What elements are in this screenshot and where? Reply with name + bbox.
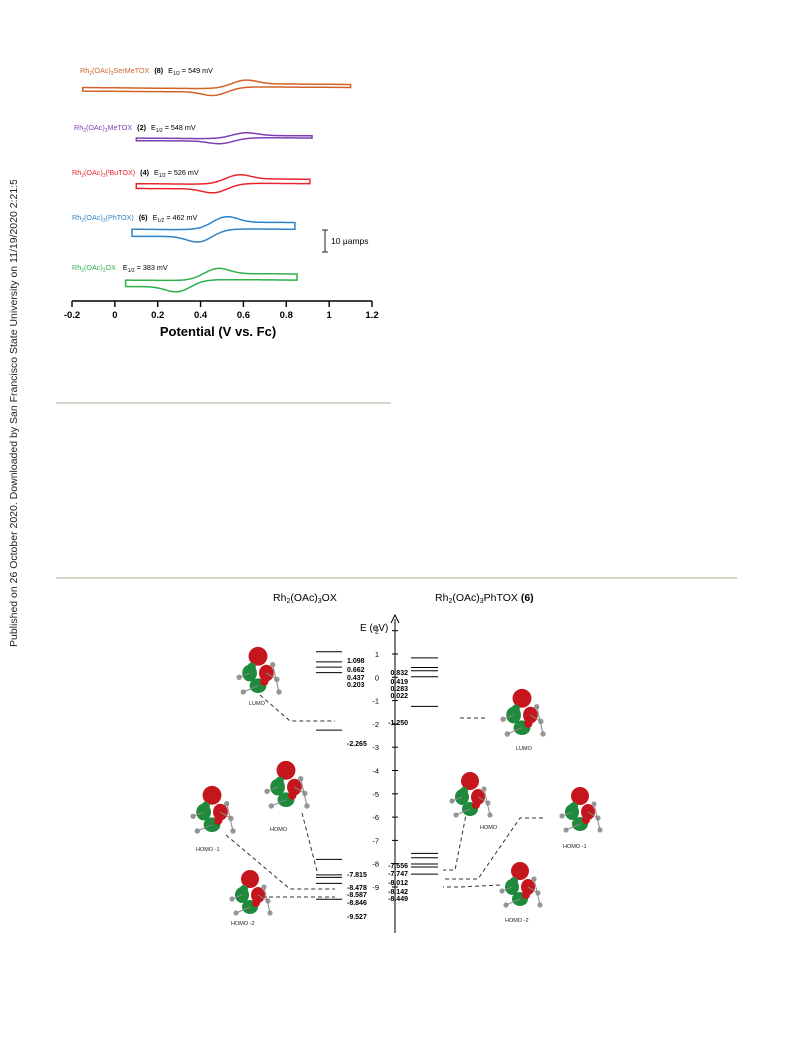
right-homo2-label: HOMO -2 [505,918,529,924]
x-tick-label: 0.2 [151,310,164,321]
compound-number: (8) [154,66,163,75]
sidebar-svg: Published on 26 October 2020. Downloaded… [8,152,20,647]
left-level-value: 0.437 [347,675,365,682]
cv-curve-2 [135,174,311,194]
right-homo2-orbital [499,862,543,908]
divider-rule-1 [56,402,391,404]
series-labels: Rh2(OAc)3SerMeTOX (8) E1/2 = 549 mV Rh2(O… [72,66,213,274]
energy-tick-label: -8 [372,860,379,869]
energy-tick-label: 1 [375,650,379,659]
left-homo-orbital [264,760,310,809]
right-level-value: -8.449 [388,896,408,903]
x-tick-label: 0.8 [280,310,293,321]
left-homo1-orbital [190,785,236,834]
cv-curve-4 [124,267,298,293]
right-level-value: -8.142 [388,889,408,896]
series-label-ox: Rh2(OAc)3OX E1/2 = 383 mV [72,263,168,274]
e-half-label: E [168,66,173,75]
current-scale-bar: 10 μamps [322,229,369,253]
energy-tick-label: -5 [372,790,379,799]
right-level-value: 0.022 [390,693,408,700]
scale-bar-label: 10 μamps [331,236,369,246]
left-level-value: 1.098 [347,658,365,665]
left-homo1-label: HOMO -1 [196,847,220,853]
energy-tick-label: -1 [372,697,379,706]
x-ticks: -0.2 0 0.2 0.4 0.6 0.8 1 1.2 [64,301,379,321]
energy-axis: E (eV) 2 1 0 -1 -2 -3 -4 -5 -6 -7 -8 -9 [360,613,400,933]
e-half-value: = 549 mV [182,66,213,75]
right-level-value: -7.556 [388,863,408,870]
energy-tick-label: -7 [372,836,379,845]
right-homo-orbital [449,772,493,818]
sub-3: 3 [111,71,114,77]
left-lumo-label: LUMO [249,701,266,707]
orbital-labels: LUMO HOMO HOMO -1 HOMO -2 LUMO HOMO HOMO… [196,701,587,927]
x-axis: -0.2 0 0.2 0.4 0.6 0.8 1 1.2 Potential (V vs. F… [64,300,379,339]
energy-tick-label: -2 [372,720,379,729]
energy-levels: 1.0980.6620.4370.203-2.265-7.815-8.478-8… [316,651,438,921]
left-homo2-orbital [229,870,273,916]
x-tick-label: 1 [326,310,332,321]
energy-tick-label: -4 [372,767,379,776]
cv-curve-3 [131,215,296,243]
left-title: Rh2(OAc)3OX [273,592,337,605]
sidebar-text: Published on 26 October 2020. Downloaded… [8,180,20,647]
series-label-6: Rh2(OAc)3(PhTOX) (6) E1/2 = 462 mV [72,213,197,224]
right-lumo-orbital [500,688,546,737]
divider-rule-2 [56,577,737,579]
energy-tick-label: 0 [375,673,379,682]
x-axis-label: Potential (V vs. Fc) [160,324,276,339]
orbital-images [190,646,603,916]
right-level-value: -7.747 [388,871,408,878]
left-level-value: -8.478 [347,885,367,892]
energy-tick-label: -3 [372,743,379,752]
left-level-value: -8.846 [347,900,367,907]
left-homo-label: HOMO [270,827,288,833]
x-tick-label: 0 [112,310,117,321]
right-lumo-label: LUMO [516,746,533,752]
energy-axis-label: E (eV) [360,623,388,634]
left-level-value: 0.203 [347,682,365,689]
right-homo1-orbital [559,787,603,833]
energy-tick-label: -6 [372,813,379,822]
x-tick-label: 1.2 [365,310,378,321]
left-level-value: -9.527 [347,914,367,921]
left-lumo-orbital [236,646,282,695]
mo-diagram: Rh2(OAc)3OX Rh2(OAc)3PhTOX (6) E (eV) 2 1… [190,592,603,933]
sub-2: 2 [89,71,92,77]
x-tick-label: -0.2 [64,310,80,321]
right-homo1-label: HOMO -1 [563,844,587,850]
series-label-mid: (OAc) [92,66,111,75]
publication-sidebar: Published on 26 October 2020. Downloaded… [2,152,24,650]
left-level-value: -7.815 [347,872,367,879]
left-level-value: -8.587 [347,892,367,899]
energy-tick-label: 2 [375,627,379,636]
series-label-2: Rh2(OAc)3MeTOX (2) E1/2 = 548 mV [74,123,196,134]
cv-curve-1 [135,132,313,145]
cv-curve-0 [81,79,352,97]
right-level-value: -1.250 [388,720,408,727]
series-label-4: Rh2(OAc)3(tBuTOX) (4) E1/2 = 526 mV [72,168,199,179]
series-label-prefix: Rh [80,66,89,75]
right-title: Rh2(OAc)3PhTOX (6) [435,592,534,605]
right-level-value: -8.012 [388,880,408,887]
series-label-suffix: SerMeTOX [114,66,150,75]
x-tick-label: 0.4 [194,310,208,321]
connectors [225,694,543,898]
left-level-value: 0.662 [347,667,365,674]
energy-tick-label: -9 [372,883,379,892]
left-homo2-label: HOMO -2 [231,921,255,927]
left-level-value: -2.265 [347,741,367,748]
cv-curves [81,79,352,293]
right-level-value: 0.832 [390,670,408,677]
right-level-value: 0.419 [390,679,408,686]
right-homo-label: HOMO [480,825,498,831]
energy-ticks: 2 1 0 -1 -2 -3 -4 -5 -6 -7 -8 -9 [372,627,398,892]
x-tick-label: 0.6 [237,310,250,321]
series-label-8: Rh2(OAc)3SerMeTOX (8) E1/2 = 549 mV [80,66,213,77]
sub-half: 1/2 [173,71,180,77]
cv-chart: Rh2(OAc)3SerMeTOX (8) E1/2 = 549 mV Rh2(O… [64,66,379,339]
right-level-value: 0.283 [390,686,408,693]
